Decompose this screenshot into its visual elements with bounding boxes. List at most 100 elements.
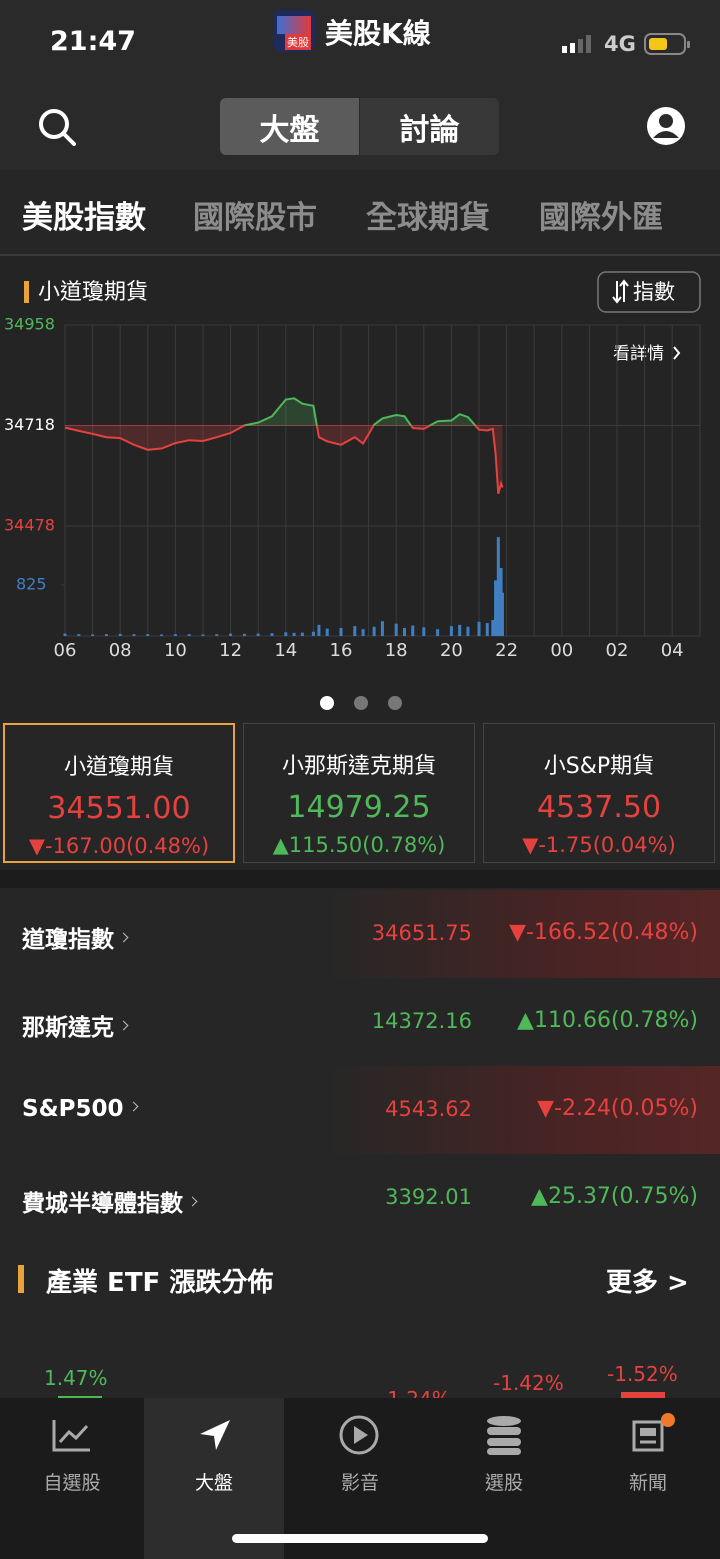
page-dot[interactable] — [320, 696, 334, 710]
market-tab[interactable]: 國際股市 — [193, 200, 317, 236]
volume-bar — [229, 633, 233, 636]
volume-bar — [201, 634, 205, 636]
volume-bar — [496, 537, 500, 636]
nav-item[interactable]: 自選股 — [0, 1398, 144, 1559]
volume-bar — [353, 626, 357, 636]
clock: 21:47 — [50, 26, 136, 57]
card-change: ▼-1.75(0.04%) — [522, 833, 676, 857]
title-accent — [24, 281, 29, 303]
price-area — [65, 398, 503, 426]
app-logo: 美股 — [273, 10, 315, 52]
market-tab[interactable]: 全球期貨 — [366, 200, 490, 236]
segment-tab[interactable]: 大盤 — [220, 98, 359, 155]
volume-bar — [132, 634, 136, 636]
volume-bar — [436, 629, 440, 636]
volume-bar — [77, 634, 81, 636]
etf-value: -1.42% — [493, 1371, 564, 1395]
etf-value: -1.52% — [607, 1362, 678, 1386]
index-name: S&P500 — [22, 1096, 138, 1122]
index-price: 3392.01 — [385, 1185, 472, 1209]
intraday-chart: 小道瓊期貨 指數 看詳情 34958 34718 34478 825 06 08 10 12 1… — [0, 256, 720, 720]
index-row[interactable]: 那斯達克 14372.16 ▲110.66(0.78%) — [0, 978, 720, 1066]
volume-bar — [104, 634, 108, 636]
search-button[interactable] — [36, 106, 78, 148]
index-change: ▲110.66(0.78%) — [517, 1008, 698, 1033]
index-change: ▲25.37(0.75%) — [531, 1184, 698, 1209]
home-indicator — [232, 1534, 488, 1543]
volume-bar — [284, 632, 288, 636]
card-change: ▼-167.00(0.48%) — [28, 834, 210, 858]
row-chevron — [187, 1196, 198, 1207]
profile-button[interactable] — [646, 106, 686, 146]
futures-card[interactable]: 小那斯達克期貨 14979.25 ▲115.50(0.78%) — [243, 723, 475, 863]
volume-bar — [372, 626, 376, 636]
index-row[interactable]: S&P500 4543.62 ▼-2.24(0.05%) — [0, 1066, 720, 1154]
market-tab[interactable]: 美股指數 — [22, 200, 146, 236]
x-tick-label: 04 — [661, 640, 684, 661]
index-change: ▼-2.24(0.05%) — [537, 1096, 698, 1121]
detail-chevron — [673, 346, 681, 360]
volume-bar — [300, 632, 304, 636]
index-row[interactable]: 道瓊指數 34651.75 ▼-166.52(0.48%) — [0, 890, 720, 978]
page-dot[interactable] — [354, 696, 368, 710]
nav-icon — [487, 1416, 521, 1455]
volume-bar — [325, 628, 329, 636]
x-tick-label: 00 — [550, 640, 573, 661]
x-tick-label: 02 — [606, 640, 629, 661]
x-tick-label: 10 — [164, 640, 187, 661]
x-tick-label: 08 — [109, 640, 132, 661]
row-chevron — [118, 932, 129, 943]
nav-item[interactable]: 選股 — [432, 1398, 576, 1559]
volume-bar — [394, 623, 398, 636]
volume-bar — [63, 633, 67, 636]
logo-text: 美股 — [285, 34, 311, 50]
index-name: 那斯達克 — [22, 1008, 129, 1042]
page-dot[interactable] — [388, 696, 402, 710]
card-name: 小S&P期貨 — [543, 754, 655, 779]
toggle-button[interactable] — [597, 271, 701, 313]
volume-bar — [91, 634, 95, 636]
status-bar: 21:47 美股 美股K線 4G — [0, 0, 720, 82]
market-tab-bar — [0, 170, 720, 256]
nav-item[interactable]: 新聞 — [576, 1398, 720, 1559]
nav-item[interactable]: 影音 — [288, 1398, 432, 1559]
card-price: 34551.00 — [47, 791, 191, 826]
detail-link[interactable]: 看詳情 — [613, 344, 664, 364]
etf-value: 1.47% — [44, 1366, 108, 1390]
futures-card[interactable]: 小S&P期貨 4537.50 ▼-1.75(0.04%) — [483, 723, 715, 863]
x-tick-label: 06 — [54, 640, 77, 661]
market-tab[interactable]: 國際外匯 — [539, 200, 663, 236]
volume-bar — [270, 633, 274, 636]
toggle-label[interactable]: 指數 — [633, 280, 675, 304]
volume-bar — [422, 627, 426, 636]
card-name: 小那斯達克期貨 — [281, 754, 436, 779]
volume-bar — [458, 624, 462, 636]
signal-icon — [562, 35, 591, 53]
price-line — [64, 425, 504, 495]
section-divider — [0, 870, 720, 888]
futures-card[interactable]: 小道瓊期貨 34551.00 ▼-167.00(0.48%) — [3, 723, 235, 863]
logo-chart — [277, 16, 311, 34]
y-tick-label: 34958 — [4, 315, 55, 334]
y-tick-label: 34718 — [4, 415, 55, 434]
volume-bar — [402, 627, 406, 636]
more-link[interactable]: 更多 > — [606, 1268, 689, 1298]
x-tick-label: 20 — [440, 640, 463, 661]
volume-bar — [380, 621, 384, 636]
x-tick-label: 16 — [330, 640, 353, 661]
segment-tab[interactable]: 討論 — [360, 98, 499, 155]
nav-icon — [339, 1415, 379, 1455]
index-row[interactable]: 費城半導體指數 3392.01 ▲25.37(0.75%) — [0, 1154, 720, 1242]
bottom-nav — [0, 1398, 720, 1559]
card-change: ▲115.50(0.78%) — [272, 833, 446, 857]
card-price: 14979.25 — [287, 790, 431, 825]
nav-item[interactable]: 大盤 — [144, 1398, 284, 1559]
volume-bar — [491, 619, 495, 636]
volume-bar — [477, 621, 481, 636]
nav-label: 影音 — [340, 1472, 379, 1494]
row-chevron — [128, 1101, 138, 1112]
volume-bar — [160, 634, 164, 636]
nav-label: 新聞 — [628, 1472, 667, 1494]
index-price: 34651.75 — [371, 921, 472, 945]
